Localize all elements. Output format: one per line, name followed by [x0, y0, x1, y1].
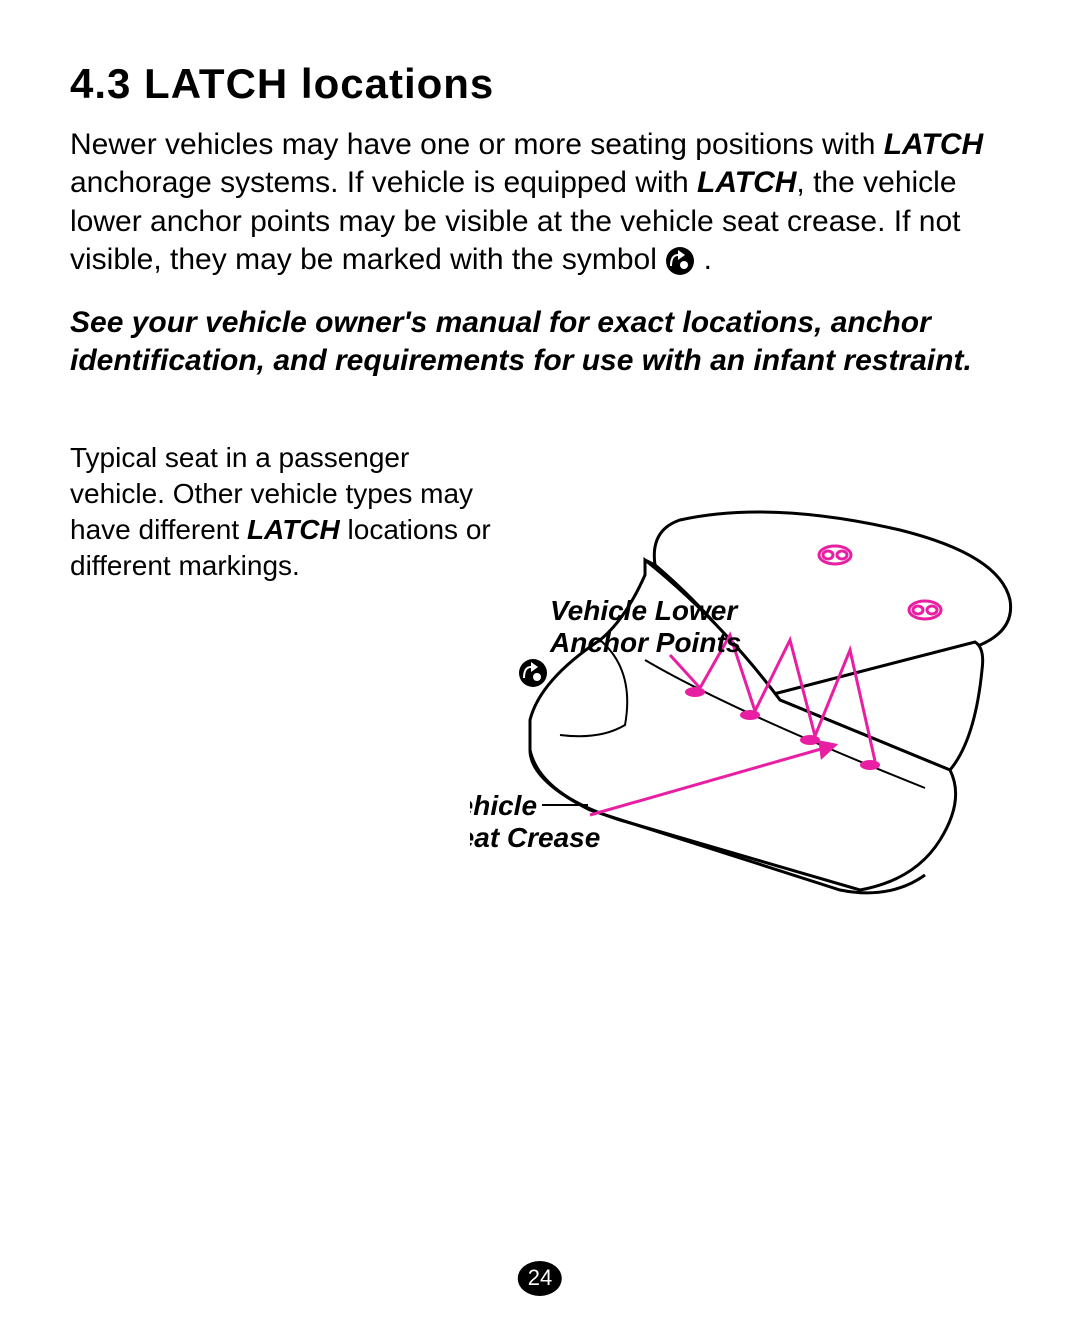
para1-bold-b: LATCH	[884, 128, 983, 161]
para1-part-c: anchorage systems. If vehicle is equippe…	[70, 166, 697, 199]
section-heading: 4.3 LATCH locations	[70, 60, 1010, 108]
page-number-badge: 24	[518, 1261, 562, 1296]
figure-row: Typical seat in a passenger vehicle. Oth…	[70, 440, 1010, 940]
para1-part-a: Newer vehicles may have one or more seat…	[70, 128, 884, 161]
label-crease-line1: Vehicle	[470, 790, 537, 821]
svg-text:Seat Crease: Seat Crease	[470, 822, 600, 853]
svg-text:Vehicle: Vehicle	[470, 790, 537, 821]
label-anchor-line2: Anchor Points	[549, 627, 741, 658]
label-anchor-line1: Vehicle Lower	[550, 595, 739, 626]
para1-part-f: .	[695, 243, 712, 276]
page-number: 24	[518, 1261, 562, 1296]
svg-text:Anchor Points: Anchor Points	[549, 627, 741, 658]
latch-symbol-icon	[665, 246, 695, 276]
figure-caption: Typical seat in a passenger vehicle. Oth…	[70, 440, 500, 583]
latch-symbol-icon-small	[519, 659, 547, 687]
caption-bold-b: LATCH	[247, 514, 340, 545]
paragraph-2-emphasis: See your vehicle owner's manual for exac…	[70, 304, 1010, 381]
svg-text:Vehicle Lower: Vehicle Lower	[550, 595, 739, 626]
label-crease-line2: Seat Crease	[470, 822, 600, 853]
para1-bold-d: LATCH	[697, 166, 796, 199]
seat-diagram: Vehicle Lower Anchor Points Vehicle Seat…	[470, 480, 1030, 940]
paragraph-1: Newer vehicles may have one or more seat…	[70, 126, 1010, 280]
